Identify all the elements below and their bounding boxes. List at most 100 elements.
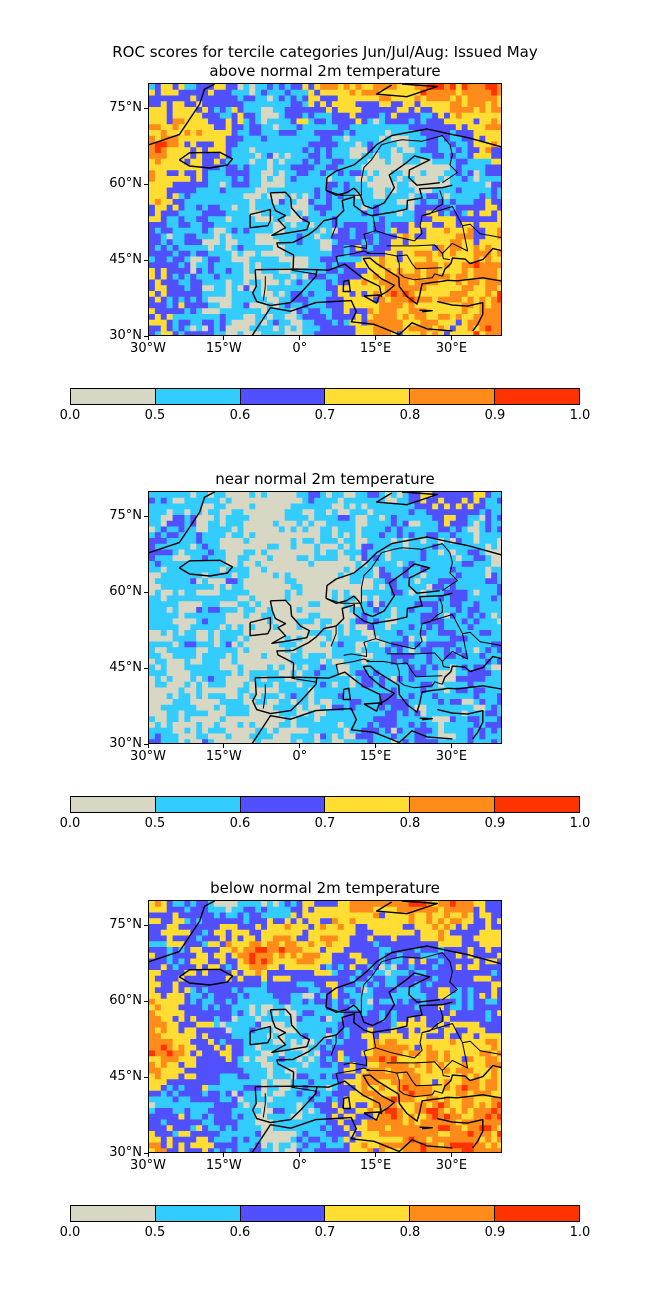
roc-cell — [408, 676, 416, 683]
roc-cell — [172, 308, 180, 315]
roc-cell — [455, 319, 463, 327]
roc-cell — [219, 509, 227, 516]
roc-cell — [449, 561, 457, 568]
roc-cell — [420, 676, 427, 683]
roc-cell — [272, 302, 280, 309]
roc-cell — [449, 578, 457, 585]
roc-cell — [461, 543, 469, 551]
roc-cell — [461, 319, 469, 327]
roc-cell — [420, 526, 427, 533]
roc-cell — [390, 314, 398, 321]
roc-cell — [290, 199, 298, 206]
roc-cell — [320, 181, 327, 189]
roc-cell — [331, 515, 339, 522]
roc-cell — [202, 130, 209, 137]
roc-cell — [243, 291, 250, 298]
roc-cell — [290, 153, 298, 160]
roc-cell — [444, 549, 451, 556]
roc-cell — [485, 641, 492, 648]
roc-cell — [296, 572, 303, 579]
roc-cell — [184, 181, 191, 189]
roc-cell — [237, 296, 244, 304]
roc-cell — [326, 555, 333, 562]
roc-cell — [449, 101, 457, 108]
roc-cell — [337, 95, 345, 102]
roc-cell — [373, 130, 380, 137]
roc-cell — [178, 308, 185, 315]
roc-cell — [149, 89, 156, 97]
roc-cell — [379, 314, 386, 321]
roc-cell — [444, 273, 451, 281]
roc-cell — [272, 153, 280, 160]
roc-cell — [320, 492, 327, 499]
roc-cell — [432, 164, 439, 171]
roc-cell — [390, 572, 398, 579]
roc-cell — [455, 256, 463, 263]
roc-cell — [385, 618, 392, 625]
roc-cell — [390, 291, 398, 298]
roc-cell — [320, 601, 327, 608]
roc-cell — [420, 222, 427, 229]
roc-cell — [385, 630, 392, 637]
roc-cell — [208, 699, 215, 706]
roc-cell — [420, 112, 427, 120]
roc-cell — [467, 687, 475, 694]
roc-cell — [213, 245, 221, 252]
roc-cell — [373, 124, 380, 131]
roc-cell — [196, 141, 203, 148]
roc-cell — [284, 561, 292, 568]
roc-cell — [444, 704, 451, 712]
roc-cell — [261, 181, 268, 189]
roc-cell — [320, 693, 327, 700]
roc-cell — [267, 314, 274, 321]
roc-cell — [154, 245, 162, 252]
roc-cell — [166, 331, 174, 335]
roc-cell — [331, 245, 339, 252]
roc-cell — [308, 101, 315, 108]
roc-cell — [320, 112, 327, 120]
roc-cell — [231, 239, 239, 246]
roc-cell — [225, 112, 233, 120]
roc-cell — [444, 262, 451, 269]
roc-cell — [497, 262, 501, 269]
roc-cell — [438, 314, 445, 321]
colorbar-segment — [71, 389, 155, 404]
roc-cell — [349, 279, 357, 286]
roc-cell — [326, 532, 333, 539]
roc-cell — [355, 204, 362, 212]
roc-cell — [373, 314, 380, 321]
roc-cell — [255, 176, 262, 183]
roc-cell — [455, 141, 463, 148]
roc-cell — [449, 538, 457, 545]
roc-cell — [473, 124, 480, 131]
roc-cell — [172, 250, 180, 258]
roc-cell — [219, 245, 227, 252]
roc-cell — [237, 84, 244, 91]
roc-cell — [444, 561, 451, 568]
roc-cell — [331, 216, 339, 223]
roc-cell — [455, 285, 463, 292]
roc-cell — [255, 285, 262, 292]
roc-cell — [485, 112, 492, 120]
roc-cell — [237, 566, 244, 574]
roc-cell — [184, 268, 191, 275]
roc-cell — [485, 607, 492, 614]
roc-cell — [497, 107, 501, 114]
roc-cell — [314, 118, 321, 125]
roc-cell — [296, 670, 303, 677]
roc-cell — [414, 670, 421, 677]
roc-cell — [414, 124, 421, 131]
roc-cell — [290, 118, 298, 125]
roc-cell — [154, 658, 162, 666]
roc-cell — [355, 561, 362, 568]
roc-cell — [296, 641, 303, 648]
roc-cell — [166, 635, 174, 643]
roc-cell — [149, 101, 156, 108]
roc-cell — [326, 647, 333, 654]
roc-cell — [426, 204, 433, 212]
roc-cell — [196, 618, 203, 625]
roc-cell — [213, 302, 221, 309]
roc-cell — [208, 497, 215, 505]
roc-cell — [196, 630, 203, 637]
roc-cell — [432, 584, 439, 591]
